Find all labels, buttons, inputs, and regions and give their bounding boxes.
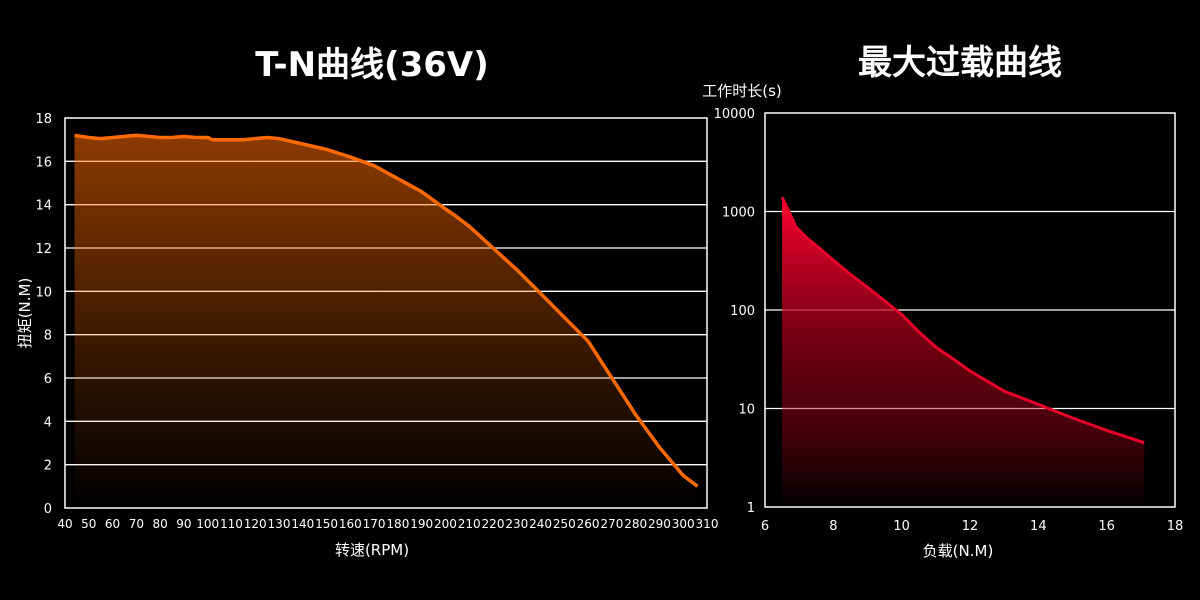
chart2-x-tick: 10 (893, 519, 910, 534)
chart2-area (780, 196, 1145, 507)
chart1-x-tick: 130 (268, 517, 291, 531)
chart2-area-fill (782, 197, 1145, 507)
chart1-x-tick: 180 (386, 517, 409, 531)
chart1-y-tick: 10 (35, 285, 52, 300)
chart1-x-tick: 260 (577, 517, 600, 531)
chart1-x-tick: 200 (434, 517, 457, 531)
chart1-y-tick: 12 (35, 242, 52, 257)
chart1-y-tick: 6 (44, 372, 52, 387)
chart2-x-axis-label: 负载(N.M) (923, 542, 994, 560)
chart2-plot-frame (764, 112, 1176, 508)
chart2-x-tick: 18 (1167, 519, 1184, 534)
chart2-x-tick: 8 (829, 519, 837, 534)
chart1-x-tick: 230 (505, 517, 528, 531)
overload-chart: 最大过载曲线 工作时长(s) 1 10 100 1000 10000 6 8 10 12 14 1… (702, 43, 1183, 560)
chart1-x-tick: 160 (339, 517, 362, 531)
chart2-y-tick: 10000 (714, 107, 755, 122)
chart2-series-line (780, 196, 1145, 445)
chart2-y-tick: 1000 (722, 206, 755, 221)
chart1-plot-frame (64, 117, 708, 509)
chart1-x-tick: 80 (152, 517, 167, 531)
chart2-y-tick: 100 (730, 304, 755, 319)
chart1-x-tick: 90 (176, 517, 191, 531)
chart1-x-tick-labels: 40 50 60 70 80 90 100 110 120 130 140 150 160 170 180 1… (57, 517, 718, 531)
chart1-y-tick: 8 (44, 329, 52, 344)
chart1-x-tick: 310 (696, 517, 719, 531)
chart1-x-tick: 270 (600, 517, 623, 531)
chart1-y-tick: 0 (44, 502, 52, 517)
chart1-x-tick: 250 (553, 517, 576, 531)
chart1-title: T-N曲线(36V) (255, 45, 488, 85)
chart1-y-tick: 18 (35, 112, 52, 127)
chart2-x-tick: 14 (1030, 519, 1047, 534)
chart1-x-tick: 40 (57, 517, 72, 531)
chart1-y-tick-labels: 0 2 4 6 8 10 12 14 16 18 (35, 112, 52, 517)
chart2-x-tick: 16 (1098, 519, 1115, 534)
chart1-x-tick: 170 (363, 517, 386, 531)
chart2-title: 最大过载曲线 (858, 43, 1062, 83)
chart1-y-tick: 16 (35, 155, 52, 170)
chart1-y-tick: 2 (44, 459, 52, 474)
chart2-x-tick: 12 (962, 519, 979, 534)
chart1-x-tick: 70 (129, 517, 144, 531)
chart2-y-tick: 10 (738, 403, 755, 418)
chart1-series-line (74, 133, 699, 488)
chart1-x-tick: 50 (81, 517, 96, 531)
chart1-x-tick: 220 (482, 517, 505, 531)
torque-speed-chart: T-N曲线(36V) 0 2 4 6 8 10 12 14 16 18 40 50 60 70 80 90 1… (16, 45, 718, 559)
chart1-x-tick: 210 (458, 517, 481, 531)
chart1-area-fill (74, 135, 698, 509)
chart2-x-tick-labels: 6 8 10 12 14 16 18 (761, 519, 1183, 534)
chart1-x-tick: 280 (624, 517, 647, 531)
chart1-x-tick: 120 (244, 517, 267, 531)
chart1-y-tick: 4 (44, 415, 52, 430)
chart1-y-axis-label: 扭矩(N.M) (16, 278, 34, 349)
chart1-x-tick: 190 (410, 517, 433, 531)
chart1-x-tick: 300 (672, 517, 695, 531)
chart1-area (74, 133, 699, 509)
chart1-x-axis-label: 转速(RPM) (335, 541, 409, 559)
chart2-y-tick: 1 (747, 501, 755, 516)
chart2-y-tick-labels: 1 10 100 1000 10000 (714, 107, 755, 516)
chart1-x-tick: 240 (529, 517, 552, 531)
chart2-y-axis-label: 工作时长(s) (702, 82, 782, 100)
chart1-x-tick: 290 (648, 517, 671, 531)
chart1-x-tick: 60 (105, 517, 120, 531)
chart1-x-tick: 150 (315, 517, 338, 531)
chart2-x-tick: 6 (761, 519, 769, 534)
chart1-x-tick: 100 (196, 517, 219, 531)
chart1-y-tick: 14 (35, 199, 52, 214)
chart1-x-tick: 140 (291, 517, 314, 531)
chart1-x-tick: 110 (220, 517, 243, 531)
